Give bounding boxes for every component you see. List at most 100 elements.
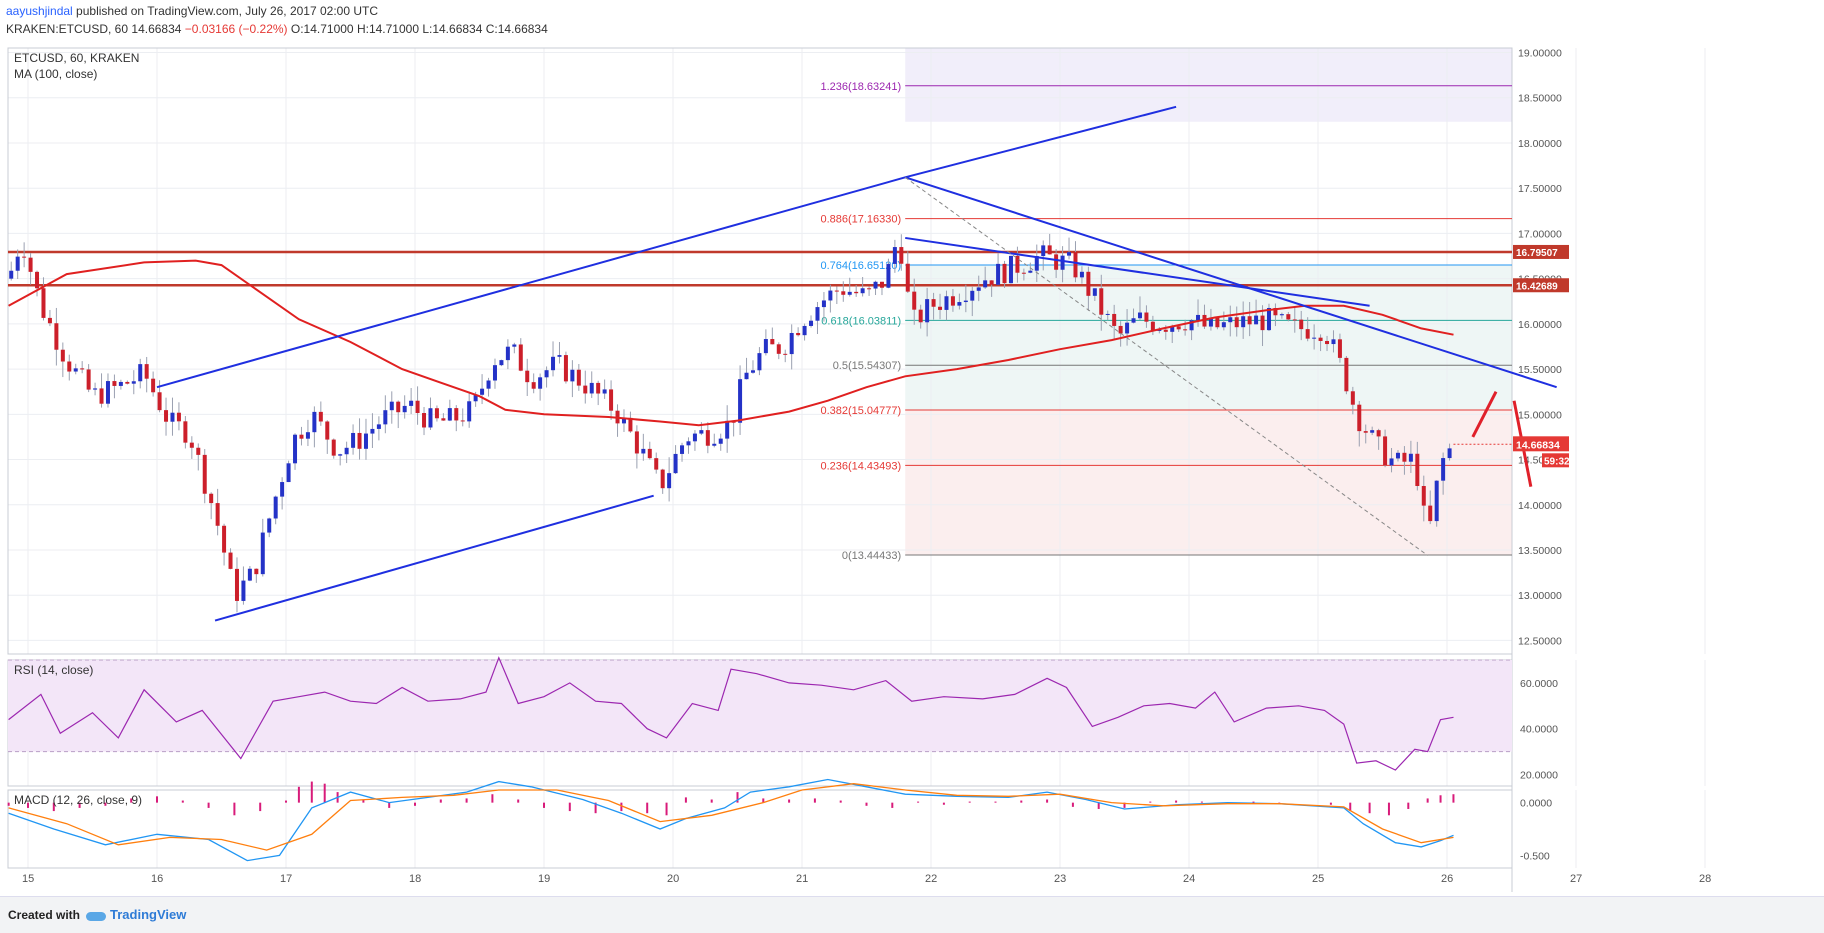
- candle-body: [1112, 313, 1117, 326]
- candle-body: [744, 372, 749, 380]
- candle-body: [338, 454, 343, 456]
- candle-body: [260, 532, 265, 575]
- candle-body: [1170, 326, 1175, 332]
- candle-up: [1389, 447, 1394, 473]
- candle-down: [1299, 310, 1304, 341]
- candle-body: [1325, 340, 1330, 345]
- candle-body: [15, 256, 20, 271]
- candle-body: [1008, 255, 1013, 284]
- y-tick-label: 15.50000: [1518, 364, 1562, 376]
- candle-body: [176, 412, 181, 422]
- candle-down: [1118, 321, 1123, 347]
- candle-down: [1150, 315, 1155, 336]
- candle-up: [847, 277, 852, 297]
- candle-body: [60, 349, 65, 362]
- candle-down: [460, 408, 465, 427]
- candle-body: [1150, 321, 1155, 331]
- candle-up: [673, 445, 678, 474]
- candle-body: [770, 339, 775, 345]
- candle-up: [409, 387, 414, 415]
- candle-body: [396, 401, 401, 413]
- candle-down: [183, 416, 188, 449]
- candle-down: [1202, 304, 1207, 329]
- candle-up: [480, 374, 485, 405]
- candle-body: [41, 288, 46, 318]
- macd-line: [8, 778, 1454, 862]
- candle-body: [525, 370, 530, 383]
- candle-body: [809, 320, 814, 326]
- x-tick-label: 28: [1699, 873, 1711, 885]
- candle-body: [667, 473, 672, 489]
- forecast-line: [1471, 391, 1498, 438]
- candle-body: [538, 377, 543, 389]
- candle-up: [105, 373, 110, 408]
- candle-body: [383, 410, 388, 425]
- candle-body: [293, 434, 298, 464]
- candle-down: [912, 278, 917, 325]
- candle-up: [73, 363, 78, 375]
- candle-down: [434, 405, 439, 422]
- candle-body: [757, 353, 762, 371]
- candle-body: [402, 405, 407, 413]
- candle-up: [944, 290, 949, 321]
- tradingview-brand-link[interactable]: TradingView: [110, 907, 187, 922]
- candle-up: [338, 453, 343, 466]
- candle-body: [492, 365, 497, 381]
- fib-diagonal: [904, 176, 1428, 556]
- candle-body: [1383, 436, 1388, 466]
- candle-down: [1215, 316, 1220, 330]
- candle-body: [712, 443, 717, 446]
- resistance-badge: [1513, 244, 1569, 259]
- rsi-y-tick: 40.0000: [1520, 724, 1558, 736]
- candle-down: [518, 338, 523, 372]
- candle-down: [22, 242, 27, 268]
- candle-up: [370, 413, 375, 448]
- candle-body: [473, 394, 478, 402]
- candle-up: [241, 566, 246, 605]
- candle-body: [634, 431, 639, 454]
- candle-up: [744, 357, 749, 380]
- author-link[interactable]: aayushjindal: [6, 4, 73, 18]
- candle-down: [254, 568, 259, 583]
- candle-body: [563, 355, 568, 382]
- candle-body: [80, 368, 85, 370]
- candle-body: [725, 420, 730, 439]
- candle-body: [1241, 316, 1246, 328]
- candle-body: [512, 344, 517, 347]
- candle-up: [963, 284, 968, 313]
- candle-body: [363, 433, 368, 449]
- candle-up: [93, 382, 98, 396]
- y-tick-label: 16.00000: [1518, 319, 1562, 331]
- candle-body: [1428, 505, 1433, 522]
- candle-down: [647, 441, 652, 460]
- candle-down: [60, 342, 65, 378]
- candle-body: [1015, 255, 1020, 273]
- candle-down: [1318, 334, 1323, 352]
- candle-body: [879, 281, 884, 288]
- candle-up: [815, 302, 820, 335]
- candle-body: [1047, 245, 1052, 255]
- y-tick-label: 13.50000: [1518, 545, 1562, 557]
- candle-down: [931, 292, 936, 320]
- candle-down: [596, 380, 601, 406]
- rsi-title: RSI (14, close): [14, 663, 93, 677]
- candle-up: [9, 261, 14, 281]
- fib-label: 0.236(14.43493): [820, 460, 901, 472]
- candle-body: [963, 300, 968, 303]
- rsi-band: [8, 660, 1512, 752]
- candle-up: [667, 457, 672, 502]
- chart-area[interactable]: 19.00000 18.50000 18.00000 17.50000 17.00000…: [0, 40, 1824, 896]
- candle-body: [609, 389, 614, 411]
- candle-up: [267, 517, 272, 538]
- resistance-label: 16.79507: [1516, 248, 1558, 259]
- candle-body: [505, 346, 510, 361]
- candle-body: [1079, 271, 1084, 278]
- candle-body: [1073, 252, 1078, 278]
- candle-body: [738, 379, 743, 423]
- candle-body: [783, 353, 788, 355]
- candle-body: [699, 430, 704, 434]
- candle-down: [454, 405, 459, 432]
- x-tick-label: 21: [796, 873, 808, 885]
- candle-body: [1183, 329, 1188, 331]
- candle-up: [1312, 324, 1317, 350]
